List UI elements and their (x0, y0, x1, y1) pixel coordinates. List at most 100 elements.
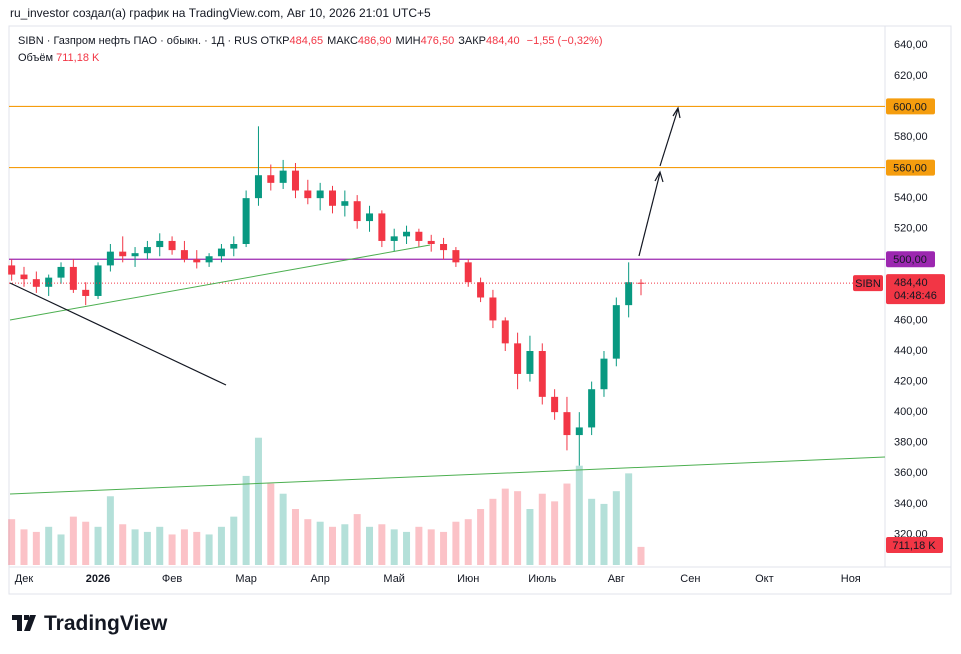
volume-bar (538, 493, 546, 565)
candle-body (489, 297, 497, 321)
volume-bar (378, 524, 386, 565)
logo-text: TradingView (44, 612, 168, 635)
symbol-label: SIBN (855, 278, 881, 290)
y-tick-label: 400,00 (894, 406, 928, 418)
volume-bar (45, 526, 53, 565)
arrow-head (672, 106, 681, 119)
candle-body (267, 175, 275, 183)
trendline (9, 456, 886, 495)
legend-key: МИН (395, 35, 421, 47)
volume-bar (526, 509, 534, 565)
candle-body (291, 170, 299, 191)
candle-body (440, 244, 448, 251)
candle-body (193, 259, 201, 263)
level-label-box (886, 159, 935, 176)
candle-body (538, 351, 546, 397)
candle-body (514, 343, 522, 374)
volume-bar (20, 529, 28, 565)
y-tick-label: 360,00 (894, 467, 928, 479)
last-price-box (886, 274, 945, 305)
volume-bar (57, 534, 65, 565)
x-tick-label: Июн (457, 573, 479, 585)
candle-body (637, 282, 645, 284)
candle-body (8, 265, 16, 275)
candle-body (563, 412, 571, 436)
symbol-box (853, 275, 883, 292)
candle-body (464, 262, 472, 283)
x-tick-label: Фев (162, 573, 182, 585)
volume-bar (143, 531, 151, 565)
volume-bar (82, 521, 90, 565)
candle-body (329, 190, 336, 206)
candle-body (501, 320, 509, 344)
volume-bar (242, 475, 250, 565)
level-label-box (886, 251, 935, 268)
candle-body (600, 358, 608, 390)
x-tick-label: Авг (608, 573, 625, 585)
legend-key: ОТКР (260, 35, 290, 47)
candle-body (477, 282, 485, 298)
candle-body (82, 289, 90, 296)
candle-body (304, 190, 312, 199)
candle-body (588, 389, 596, 428)
level-label: 600,00 (893, 101, 927, 113)
legend-change: −1,55 (−0,32%) (526, 35, 603, 47)
candle-body (57, 266, 65, 278)
legend-volume: Объём 711,18 K (18, 52, 99, 64)
legend-ohlc: ОТКР484,65 МАКС486,90 МИН476,50 ЗАКР484,40 (260, 35, 523, 47)
volume-bar (366, 526, 374, 565)
volume-bar (427, 529, 435, 565)
volume-bar (316, 521, 324, 565)
candle-body (69, 266, 77, 290)
legend-key: ЗАКР (458, 35, 486, 47)
candle-body (551, 396, 559, 413)
volume-bar (106, 496, 114, 565)
volume-bar (464, 519, 472, 565)
y-tick-label: 420,00 (894, 375, 928, 387)
volume-bar (180, 529, 188, 565)
volume-bar (477, 509, 485, 565)
candle-body (279, 170, 287, 183)
legend-value: 484,40 (485, 35, 520, 47)
legend-volume-value: 711,18 K (56, 52, 100, 64)
arrow-head (654, 170, 664, 183)
volume-bar (390, 529, 398, 565)
volume-bar (254, 437, 262, 565)
countdown-label: 04:48:46 (894, 290, 937, 302)
candle-body (45, 277, 53, 287)
x-tick-label: Дек (15, 573, 34, 585)
y-tick-label: 620,00 (894, 70, 928, 82)
x-tick-label: Окт (755, 573, 774, 585)
volume-bar (279, 493, 287, 565)
candle-body (20, 274, 28, 280)
candle-body (94, 265, 102, 296)
x-tick-label: Ноя (841, 573, 861, 585)
volume-bar (69, 516, 77, 565)
volume-bar (563, 483, 571, 565)
level-label-box (886, 98, 935, 115)
volume-bar (32, 531, 40, 565)
volume-bar (403, 531, 411, 565)
trendline (9, 282, 227, 386)
level-label: 560,00 (893, 162, 927, 174)
volume-bar (230, 516, 238, 565)
x-tick-label: Май (383, 573, 405, 585)
level-label: 500,00 (893, 254, 927, 266)
x-tick-label: Июль (528, 573, 556, 585)
legend-volume-label: Объём (18, 52, 54, 64)
volume-bar (440, 531, 448, 565)
candle-body (180, 250, 188, 260)
legend-key: МАКС (327, 35, 358, 47)
candle-body (316, 190, 324, 199)
x-tick-label: Апр (310, 573, 329, 585)
volume-bar (637, 546, 645, 565)
volume-bar (612, 491, 620, 565)
candle-body (353, 201, 361, 222)
volume-bar (8, 519, 16, 565)
volume-bar (551, 501, 559, 565)
candle-body (366, 213, 374, 222)
y-tick-label: 440,00 (894, 345, 928, 357)
volume-bar (205, 534, 213, 565)
candle-body (106, 251, 114, 266)
volume-bar (267, 483, 275, 565)
